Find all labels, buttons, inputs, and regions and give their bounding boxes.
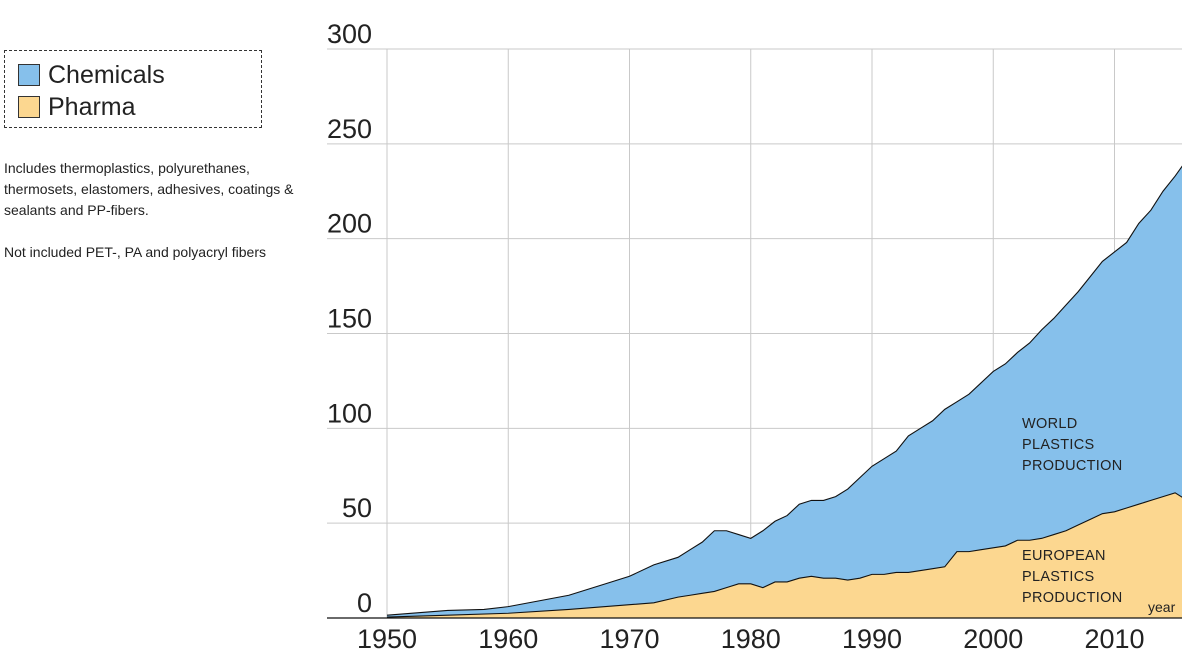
x-axis-label: year bbox=[1148, 599, 1176, 615]
annotation-world: WORLD PLASTICS PRODUCTION bbox=[1022, 414, 1122, 477]
legend-swatch-chemicals bbox=[18, 64, 40, 86]
legend-item-chemicals: Chemicals bbox=[18, 61, 165, 89]
annotation-european: EUROPEAN PLASTICS PRODUCTION bbox=[1022, 546, 1122, 609]
annotation-european-line: EUROPEAN bbox=[1022, 548, 1106, 564]
x-tick-label: 1960 bbox=[478, 624, 538, 654]
tick-labels: 0 50 100 150 200 250 300 1950 1960 1970 1980 1990 20… bbox=[327, 19, 1176, 654]
world-production-area bbox=[387, 166, 1182, 618]
y-tick-label: 100 bbox=[327, 398, 372, 428]
y-tick-label: 300 bbox=[327, 19, 372, 49]
legend: Chemicals Pharma bbox=[4, 50, 262, 128]
y-tick-label: 50 bbox=[342, 493, 372, 523]
x-tick-label: 2010 bbox=[1084, 624, 1144, 654]
y-tick-label: 150 bbox=[327, 304, 372, 334]
x-tick-label: 1990 bbox=[842, 624, 902, 654]
european-production-area bbox=[387, 492, 1182, 618]
annotation-world-line: PRODUCTION bbox=[1022, 458, 1123, 474]
note-includes: Includes thermoplastics, polyurethanes, … bbox=[4, 160, 294, 218]
european-production-line bbox=[386, 492, 1182, 618]
annotation-world-line: WORLD bbox=[1022, 416, 1078, 432]
annotation-world-line: PLASTICS bbox=[1022, 437, 1095, 453]
x-tick-label: 1950 bbox=[357, 624, 417, 654]
y-tick-label: 200 bbox=[327, 209, 372, 239]
legend-label-chemicals: Chemicals bbox=[48, 60, 165, 89]
y-tick-label: 0 bbox=[357, 588, 372, 618]
note-excludes: Not included PET-, PA and polyacryl fibe… bbox=[4, 244, 266, 260]
y-tick-label: 250 bbox=[327, 114, 372, 144]
annotation-european-line: PLASTICS bbox=[1022, 569, 1095, 585]
legend-swatch-pharma bbox=[18, 96, 40, 118]
chart-notes: Includes thermoplastics, polyurethanes, … bbox=[4, 158, 304, 284]
x-tick-label: 1980 bbox=[721, 624, 781, 654]
chart-areas bbox=[386, 165, 1182, 618]
legend-label-pharma: Pharma bbox=[48, 92, 136, 121]
world-production-line bbox=[386, 165, 1182, 616]
annotation-european-line: PRODUCTION bbox=[1022, 590, 1123, 606]
x-tick-label: 1970 bbox=[599, 624, 659, 654]
x-tick-label: 2000 bbox=[963, 624, 1023, 654]
legend-item-pharma: Pharma bbox=[18, 93, 136, 121]
